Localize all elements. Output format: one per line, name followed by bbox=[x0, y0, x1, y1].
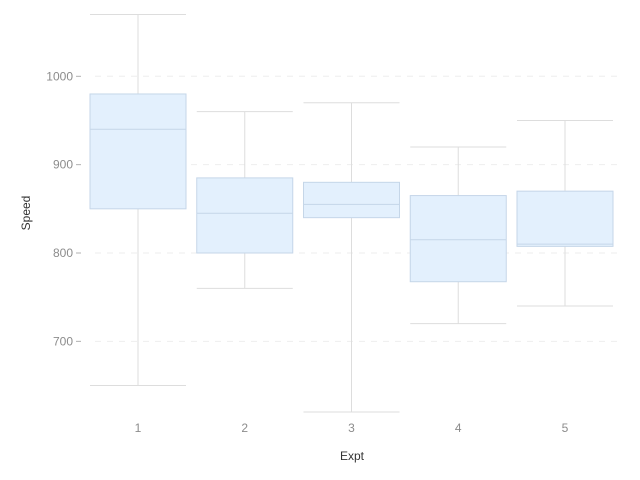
box-4 bbox=[409, 146, 507, 325]
box-1 bbox=[89, 13, 187, 387]
y-tick-label: 700 bbox=[53, 334, 73, 348]
y-axis-title: Speed bbox=[19, 196, 33, 231]
iqr-box bbox=[409, 195, 507, 283]
box-series bbox=[89, 13, 614, 413]
y-tick-label: 1000 bbox=[46, 69, 73, 83]
iqr-box bbox=[89, 93, 187, 210]
y-axis-ticks: 700 800 900 1000 bbox=[46, 69, 81, 348]
iqr-box bbox=[516, 190, 614, 247]
x-tick-label: 1 bbox=[135, 421, 142, 435]
y-tick-label: 900 bbox=[53, 158, 73, 172]
x-tick-label: 2 bbox=[241, 421, 248, 435]
y-tick-label: 800 bbox=[53, 246, 73, 260]
x-tick-label: 4 bbox=[455, 421, 462, 435]
iqr-box bbox=[303, 181, 400, 219]
box-3 bbox=[303, 102, 400, 413]
box-5 bbox=[516, 119, 614, 307]
x-axis-title: Expt bbox=[340, 449, 365, 463]
x-tick-label: 5 bbox=[562, 421, 569, 435]
iqr-box bbox=[196, 177, 294, 254]
box-2 bbox=[196, 111, 294, 289]
x-tick-label: 3 bbox=[348, 421, 355, 435]
x-axis-ticks: 1 2 3 4 5 bbox=[135, 421, 569, 435]
